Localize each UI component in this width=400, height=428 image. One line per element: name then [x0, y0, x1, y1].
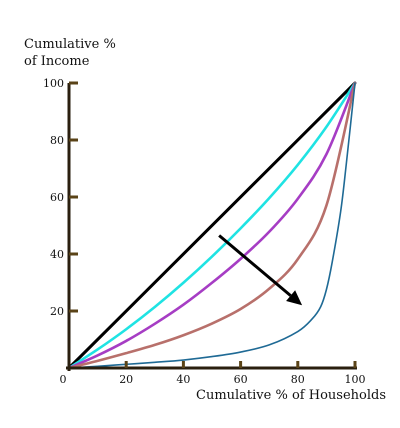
y-tick-label: 100 — [43, 77, 64, 90]
series-line-curve_3 — [67, 81, 357, 370]
x-tick-label: 100 — [345, 373, 366, 386]
arrow-layer — [218, 234, 303, 306]
y-tick-label: 60 — [50, 191, 64, 204]
ticks-layer: 0 20 40 60 80 100 20 40 60 80 100 — [43, 77, 366, 386]
y-axis-label-line-1: Cumulative % — [24, 37, 116, 52]
curves-layer — [67, 81, 357, 370]
x-tick-label: 40 — [176, 373, 190, 386]
axes-layer — [66, 83, 357, 371]
trend-arrow-shaft — [218, 234, 292, 297]
x-tick-label: 60 — [234, 373, 248, 386]
y-tick-label: 40 — [50, 248, 64, 261]
y-axis-label: Cumulative % of Income — [24, 36, 116, 70]
x-axis-label: Cumulative % of Households — [196, 388, 386, 403]
x-tick-label: 80 — [291, 373, 305, 386]
trend-arrow-head — [286, 290, 303, 306]
series-line-equality — [67, 81, 357, 370]
y-tick-label: 20 — [50, 305, 64, 318]
x-tick-label: 20 — [119, 373, 133, 386]
x-tick-label: 0 — [60, 373, 67, 386]
y-tick-label: 80 — [50, 134, 64, 147]
series-line-curve_2 — [67, 81, 357, 370]
y-axis-label-line-2: of Income — [24, 54, 90, 69]
series-line-curve_1 — [67, 81, 357, 370]
series-line-curve_4 — [68, 82, 356, 369]
